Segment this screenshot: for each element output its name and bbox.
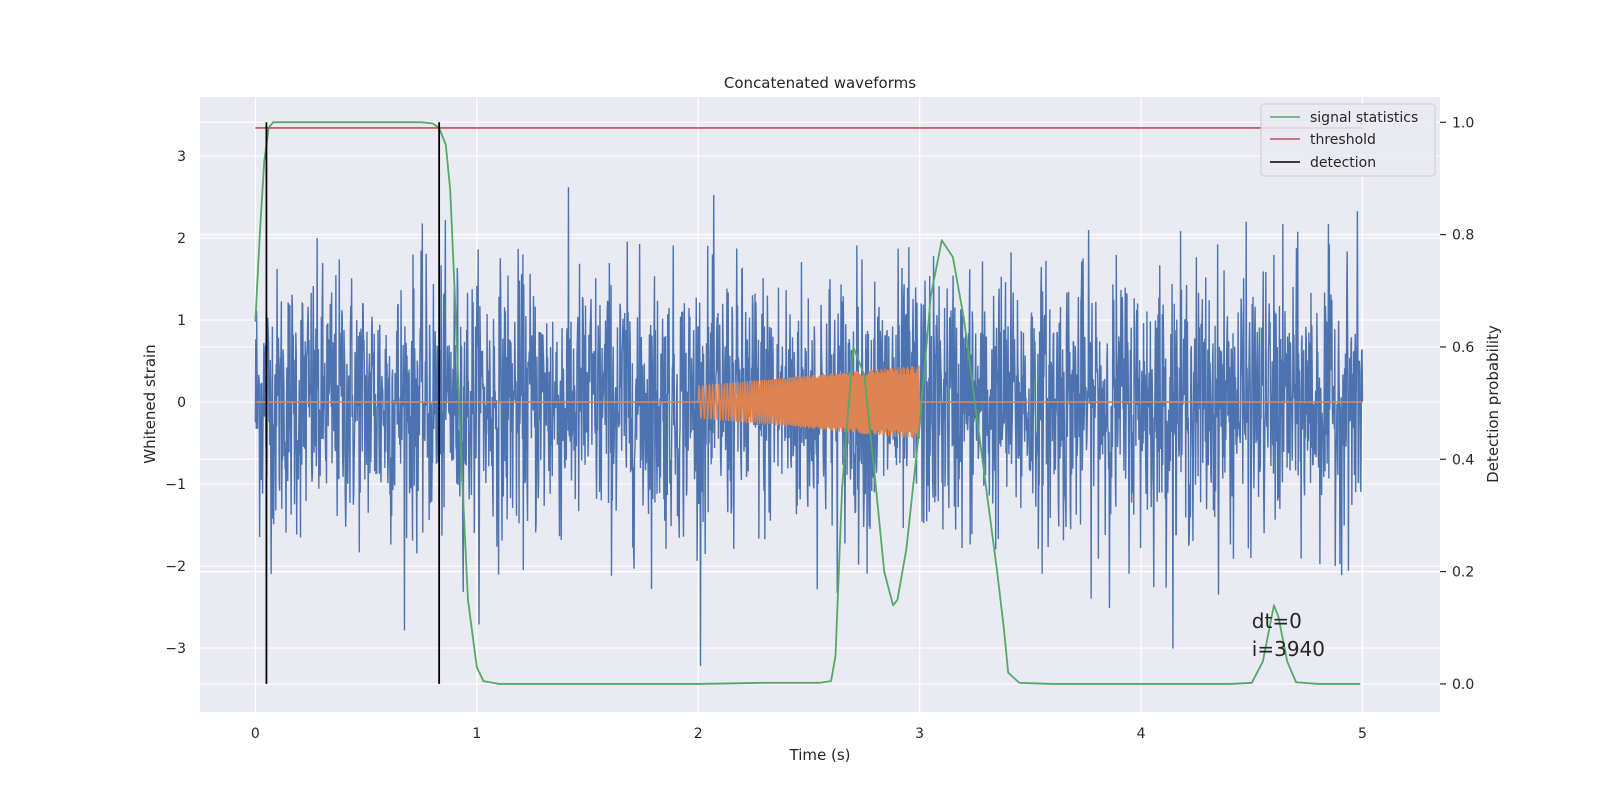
injected-waveform-line [697,365,921,439]
y-left-axis-label: Whitened strain [141,344,159,463]
y-left-tick-label: 2 [177,231,186,247]
y-left-axis-ticks: −3 −2 −1 0 1 2 3 [165,149,186,657]
x-tick-label: 2 [694,726,703,742]
y-right-tick-label: 0.6 [1452,340,1474,356]
y-right-tick-label: 0.4 [1452,452,1474,468]
x-axis-label: Time (s) [789,746,851,764]
y-left-tick-label: 1 [177,313,186,329]
annotation-text: dt=0 [1252,609,1302,633]
annotations: dt=0 i=3940 [1252,609,1325,661]
x-tick-label: 0 [251,726,260,742]
y-right-tick-label: 0.8 [1452,228,1474,244]
x-tick-label: 3 [915,726,924,742]
x-axis-ticks: 0 1 2 3 4 5 [251,726,1367,742]
legend-label-detection: detection [1310,155,1376,171]
legend: signal statistics threshold detection [1260,103,1436,177]
signal-statistics-line [254,121,1361,685]
y-right-tick-label: 1.0 [1452,115,1474,131]
y-left-tick-label: 0 [177,395,186,411]
x-tick-label: 1 [472,726,481,742]
y-right-tick-label: 0.2 [1452,565,1474,581]
annotation-text: i=3940 [1252,637,1325,661]
signal-statistics-series [254,121,1361,685]
y-right-axis-ticks: 0.0 0.2 0.4 0.6 0.8 1.0 [1440,115,1474,693]
chart-title: Concatenated waveforms [724,74,916,92]
x-tick-label: 4 [1137,726,1146,742]
legend-label-threshold: threshold [1310,132,1376,148]
y-left-tick-label: 3 [177,149,186,165]
y-left-tick-label: −1 [165,477,186,493]
y-left-tick-label: −3 [165,641,186,657]
y-left-tick-label: −2 [165,559,186,575]
y-right-axis-label: Detection probability [1484,325,1502,483]
x-tick-label: 5 [1358,726,1367,742]
legend-box [1260,103,1436,177]
detection-series [265,122,441,684]
y-right-tick-label: 0.0 [1452,677,1474,693]
legend-label-signal-statistics: signal statistics [1310,110,1418,126]
